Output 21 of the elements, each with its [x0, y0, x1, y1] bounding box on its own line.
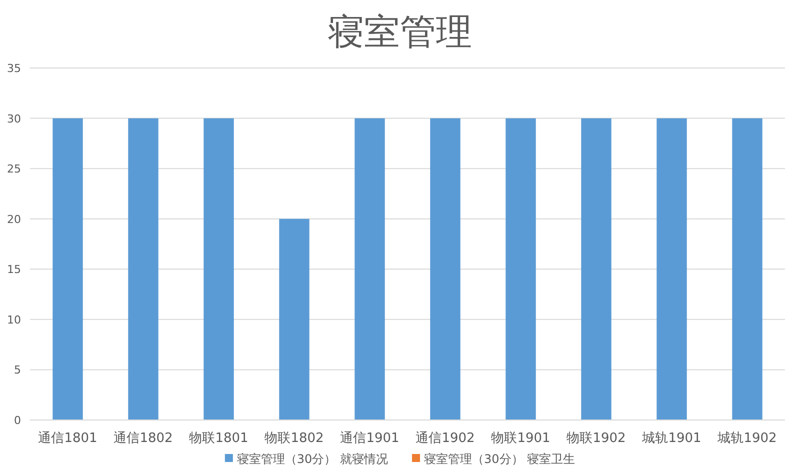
title: 寝室管理: [328, 12, 472, 53]
x-tick-label: 城轨1901: [641, 431, 702, 446]
x-tick-label: 通信1801: [38, 431, 98, 446]
x-tick-label: 物联1902: [566, 431, 626, 446]
x-tick-label: 物联1901: [491, 431, 550, 446]
y-tick-label: 30: [7, 112, 21, 126]
x-tick-label: 通信1901: [340, 431, 400, 446]
y-tick-label: 0: [14, 414, 21, 427]
legend-label: 寝室管理（30分） 寝室卫生: [424, 452, 576, 466]
x-tick-label: 物联1802: [264, 431, 324, 446]
x-tick-label: 通信1802: [114, 431, 173, 446]
y-tick-label: 15: [7, 263, 21, 276]
y-tick-label: 25: [7, 162, 21, 176]
x-tick-label: 通信1902: [416, 431, 475, 446]
x-tick-label: 城轨1902: [716, 431, 777, 446]
legend-label: 寝室管理（30分） 就寝情况: [236, 452, 388, 466]
y-tick-label: 20: [7, 212, 21, 226]
x-tick-label: 物联1801: [189, 431, 248, 446]
y-tick-label: 10: [7, 313, 21, 326]
y-tick-label: 35: [7, 62, 21, 75]
y-tick-label: 5: [14, 364, 21, 377]
